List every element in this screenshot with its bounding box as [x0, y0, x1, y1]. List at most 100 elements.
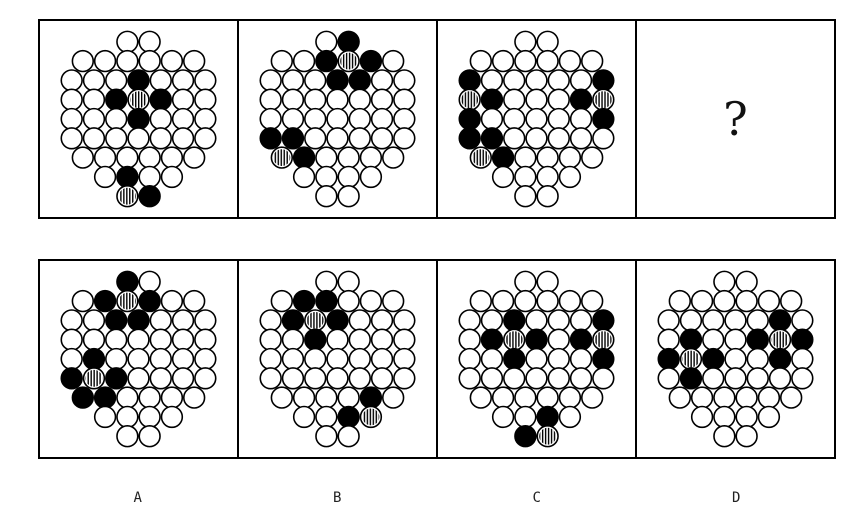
- black-circle: [359, 49, 383, 73]
- white-circle: [525, 347, 548, 371]
- white-circle: [292, 405, 316, 429]
- white-circle: [194, 309, 217, 332]
- white-circle: [149, 309, 172, 332]
- white-circle: [149, 367, 172, 390]
- white-circle: [393, 88, 416, 111]
- option-label-c[interactable]: C: [532, 490, 541, 506]
- white-circle: [381, 289, 405, 313]
- white-circle: [547, 69, 570, 92]
- white-circle: [569, 69, 593, 92]
- white-circle: [558, 289, 582, 313]
- white-circle: [724, 328, 747, 351]
- white-circle: [171, 367, 195, 390]
- black-circle: [458, 107, 481, 131]
- white-circle: [458, 328, 481, 351]
- white-circle: [525, 309, 548, 332]
- white-circle: [116, 30, 139, 53]
- white-circle: [149, 69, 172, 92]
- option-figure-b[interactable]: [239, 261, 438, 457]
- white-circle: [393, 367, 416, 390]
- white-circle: [393, 69, 416, 92]
- white-circle: [337, 185, 360, 208]
- stripe-fill: [362, 408, 380, 426]
- white-circle: [315, 146, 338, 169]
- white-circle: [348, 309, 371, 332]
- white-circle: [536, 49, 559, 73]
- black-circle: [337, 405, 360, 429]
- white-circle: [393, 347, 416, 371]
- white-circle: [194, 328, 217, 351]
- white-circle: [547, 328, 570, 351]
- white-circle: [105, 69, 128, 92]
- white-circle: [393, 309, 416, 332]
- white-circle: [393, 328, 416, 351]
- question-figure-3: [438, 21, 637, 217]
- black-circle: [149, 88, 172, 111]
- option-label-d[interactable]: D: [732, 490, 741, 506]
- stripe-fill: [472, 149, 490, 167]
- white-circle: [381, 386, 405, 409]
- white-circle: [138, 49, 161, 73]
- white-circle: [569, 347, 593, 371]
- option-label-a[interactable]: A: [133, 490, 142, 506]
- black-circle: [348, 69, 371, 92]
- option-figure-a[interactable]: [40, 261, 239, 457]
- white-circle: [569, 367, 593, 390]
- white-circle: [547, 347, 570, 371]
- white-circle: [304, 107, 327, 131]
- white-circle: [702, 367, 725, 390]
- white-circle: [348, 88, 371, 111]
- black-circle: [259, 127, 282, 150]
- white-circle: [370, 309, 394, 332]
- white-circle: [536, 386, 559, 409]
- white-circle: [536, 165, 559, 189]
- white-circle: [93, 165, 117, 189]
- white-circle: [690, 289, 714, 313]
- question-figure-unknown: ?: [637, 21, 834, 217]
- white-circle: [337, 146, 360, 169]
- white-circle: [171, 347, 195, 371]
- white-circle: [304, 347, 327, 371]
- white-circle: [82, 107, 106, 131]
- option-figure-d[interactable]: [637, 261, 834, 457]
- white-circle: [657, 367, 680, 390]
- white-circle: [337, 289, 360, 313]
- circle-cluster: [458, 30, 615, 208]
- black-circle: [592, 309, 615, 332]
- stripe-fill: [771, 331, 789, 349]
- circle-cluster: [657, 270, 814, 448]
- white-circle: [558, 165, 582, 189]
- white-circle: [182, 289, 206, 313]
- white-circle: [348, 127, 371, 150]
- black-circle: [116, 270, 139, 293]
- white-circle: [149, 328, 172, 351]
- white-circle: [105, 347, 128, 371]
- white-circle: [259, 309, 282, 332]
- option-labels: A B C D: [38, 490, 836, 506]
- white-circle: [791, 309, 814, 332]
- white-circle: [292, 165, 316, 189]
- white-circle: [491, 405, 515, 429]
- white-circle: [359, 165, 383, 189]
- white-circle: [348, 367, 371, 390]
- black-circle: [491, 146, 515, 169]
- white-circle: [514, 270, 537, 293]
- white-circle: [82, 69, 106, 92]
- white-circle: [547, 88, 570, 111]
- white-circle: [569, 107, 593, 131]
- black-circle: [679, 367, 703, 390]
- option-label-b[interactable]: B: [333, 490, 342, 506]
- option-figure-c[interactable]: [438, 261, 637, 457]
- black-circle: [138, 289, 161, 313]
- white-circle: [171, 107, 195, 131]
- black-circle: [657, 347, 680, 371]
- white-circle: [359, 289, 383, 313]
- white-circle: [592, 367, 615, 390]
- stripe-fill: [461, 91, 479, 109]
- white-circle: [690, 386, 714, 409]
- white-circle: [359, 146, 383, 169]
- circle-cluster: [259, 30, 416, 208]
- white-circle: [60, 69, 83, 92]
- white-circle: [259, 88, 282, 111]
- white-circle: [558, 49, 582, 73]
